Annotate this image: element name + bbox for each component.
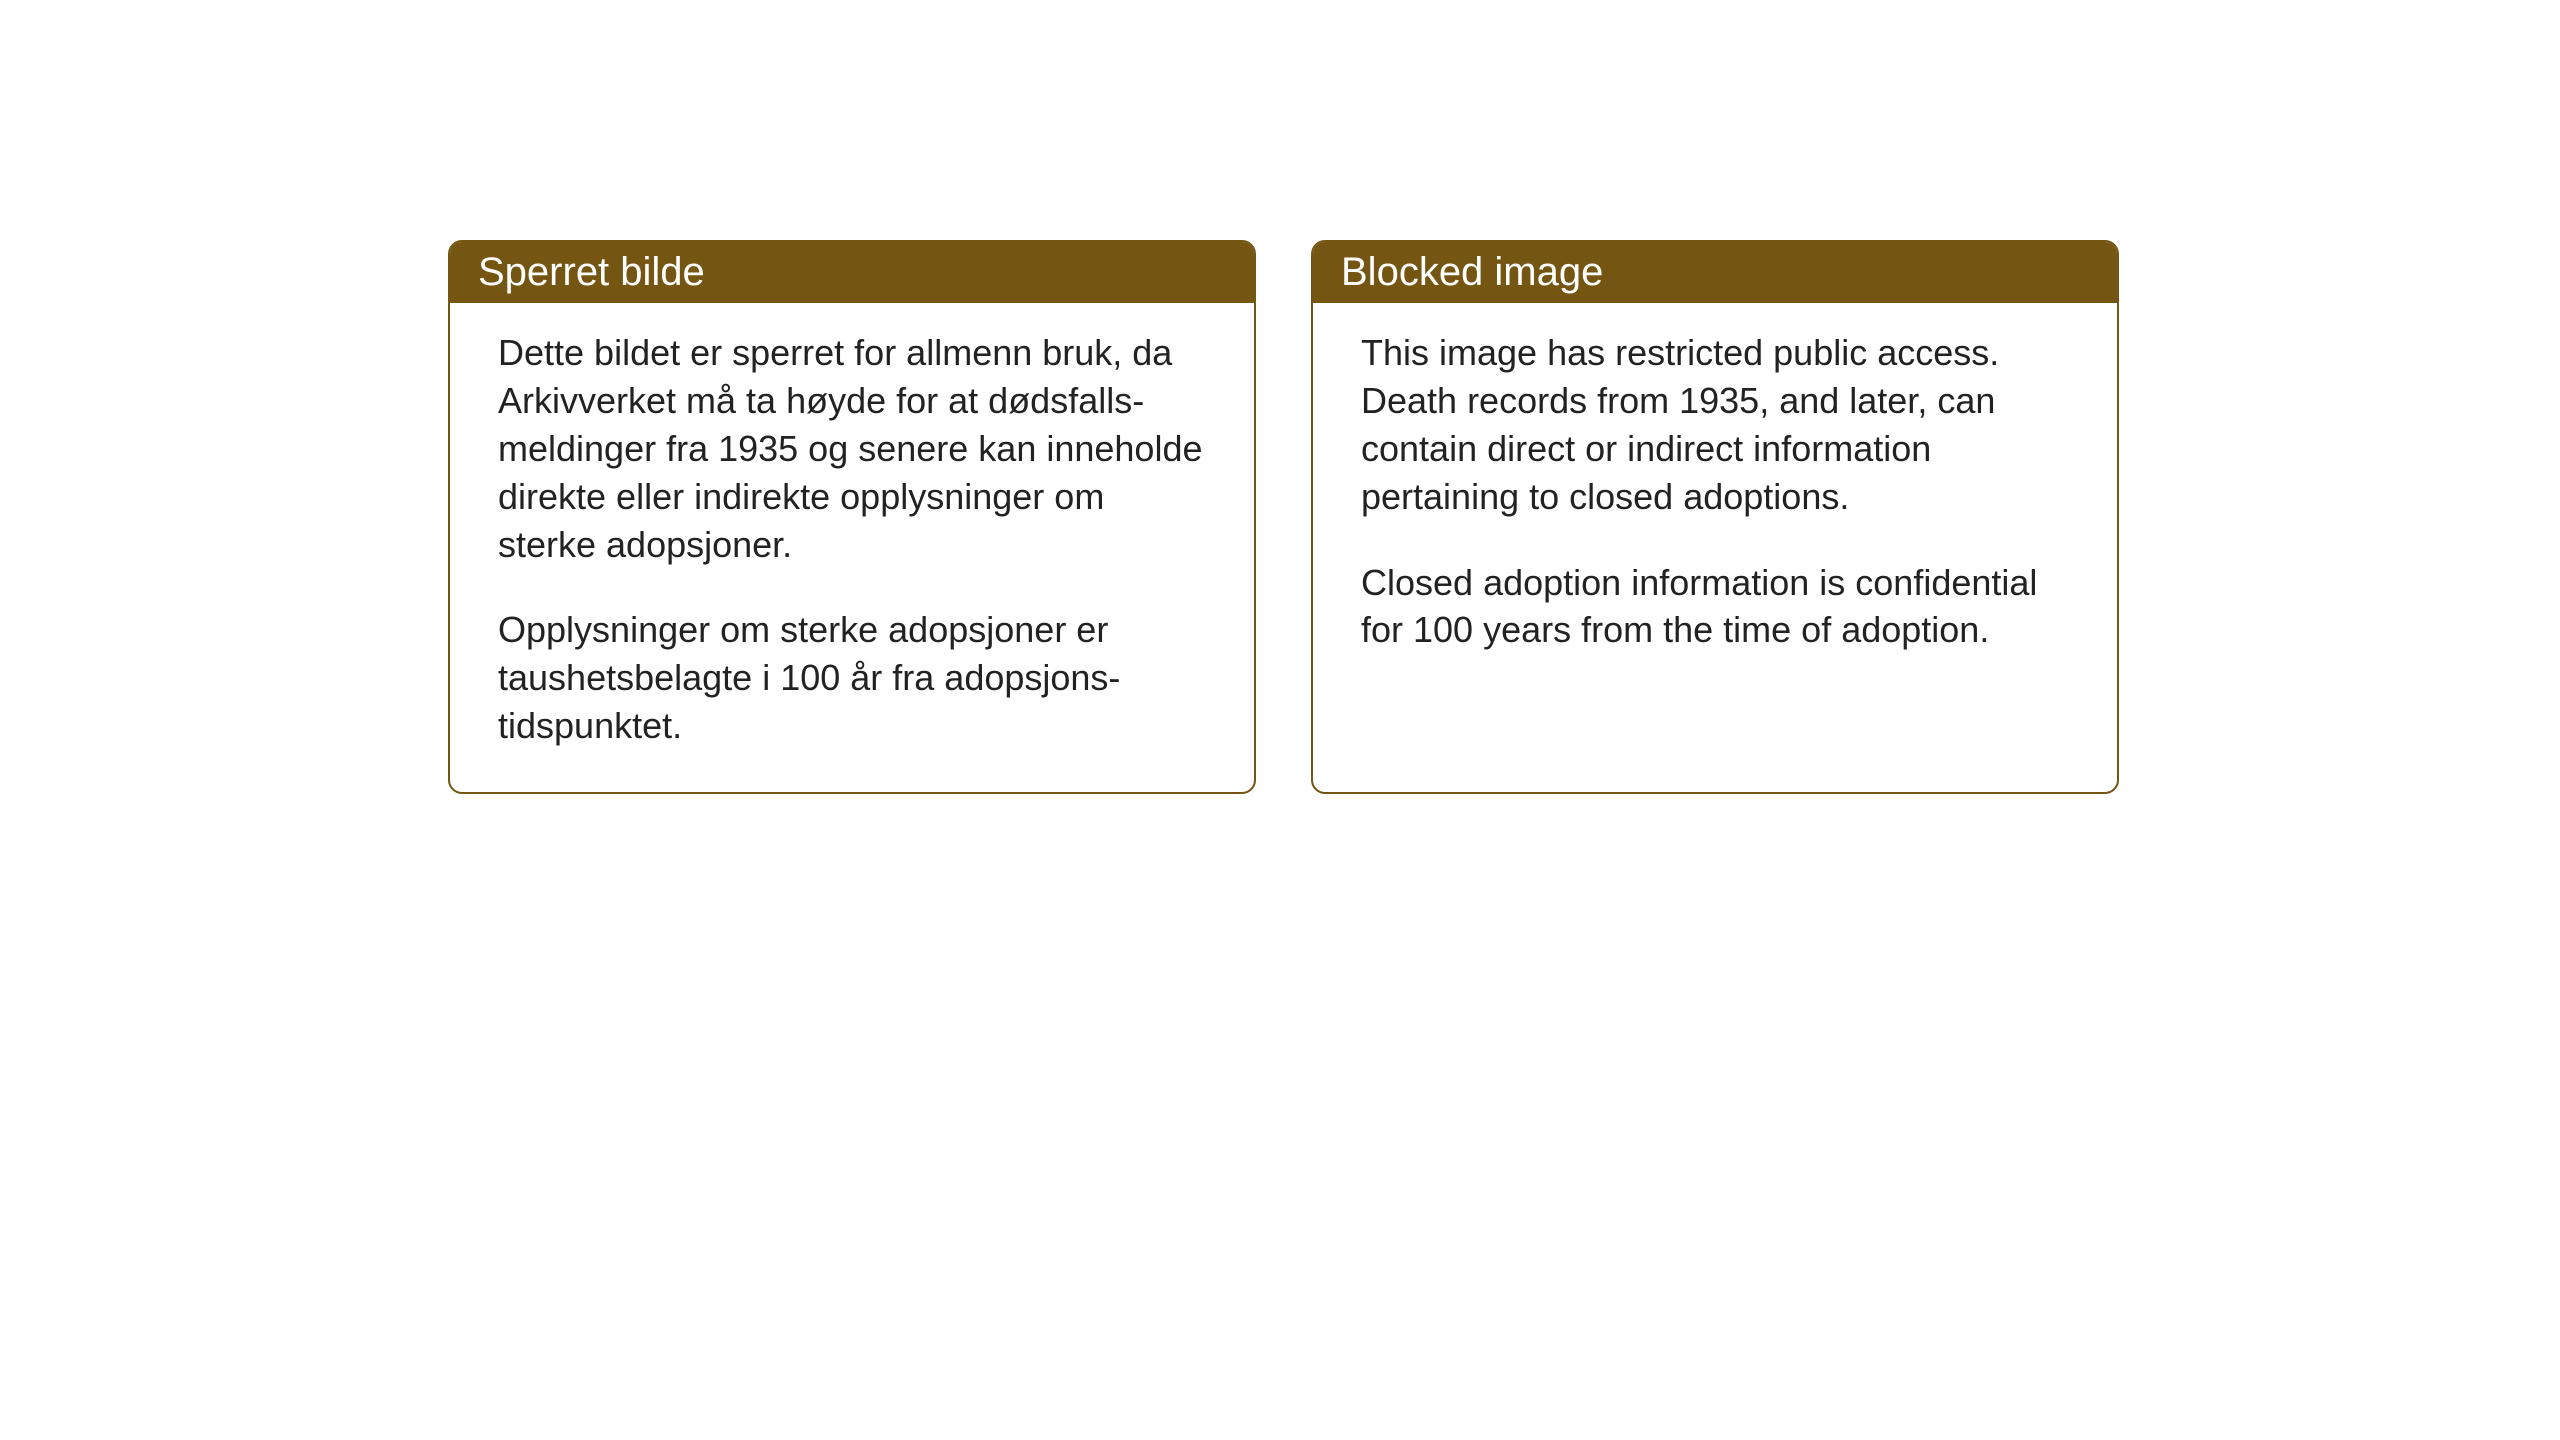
card-title-norwegian: Sperret bilde	[478, 250, 705, 294]
card-header-english: Blocked image	[1313, 242, 2117, 303]
card-paragraph1-norwegian: Dette bildet er sperret for allmenn bruk…	[498, 329, 1206, 568]
card-norwegian: Sperret bilde Dette bildet er sperret fo…	[448, 240, 1256, 794]
card-body-english: This image has restricted public access.…	[1313, 303, 2117, 696]
card-paragraph2-norwegian: Opplysninger om sterke adopsjoner er tau…	[498, 606, 1206, 750]
card-title-english: Blocked image	[1341, 250, 1603, 294]
card-english: Blocked image This image has restricted …	[1311, 240, 2119, 794]
card-body-norwegian: Dette bildet er sperret for allmenn bruk…	[450, 303, 1254, 792]
card-paragraph2-english: Closed adoption information is confident…	[1361, 559, 2069, 655]
card-paragraph1-english: This image has restricted public access.…	[1361, 329, 2069, 521]
card-header-norwegian: Sperret bilde	[450, 242, 1254, 303]
cards-container: Sperret bilde Dette bildet er sperret fo…	[448, 240, 2119, 794]
